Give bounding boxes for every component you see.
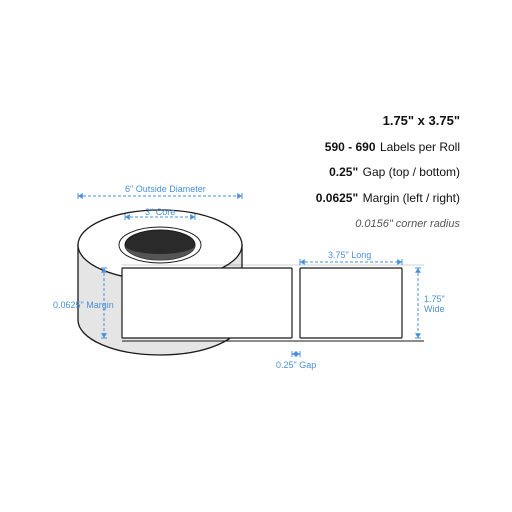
dim-label-gap: 0.25" Gap (276, 360, 316, 370)
spec-count: 590 - 690 Labels per Roll (316, 134, 460, 160)
spec-block: 1.75" x 3.75" 590 - 690 Labels per Roll … (316, 108, 460, 236)
spec-size: 1.75" x 3.75" (316, 108, 460, 134)
dim-label-outside-diameter: 6" Outside Diameter (125, 184, 206, 194)
dim-label-margin: 0.0625" Margin (53, 300, 114, 310)
dim-label-core: 3" Core (145, 207, 175, 217)
diagram-canvas: 1.75" x 3.75" 590 - 690 Labels per Roll … (0, 0, 512, 512)
dim-label-wide: 1.75"Wide (424, 294, 445, 314)
spec-margin: 0.0625" Margin (left / right) (316, 185, 460, 211)
spec-gap: 0.25" Gap (top / bottom) (316, 159, 460, 185)
spec-radius: 0.0156" corner radius (316, 210, 460, 236)
diagram-svg (0, 0, 512, 512)
dim-label-long: 3.75" Long (328, 250, 371, 260)
